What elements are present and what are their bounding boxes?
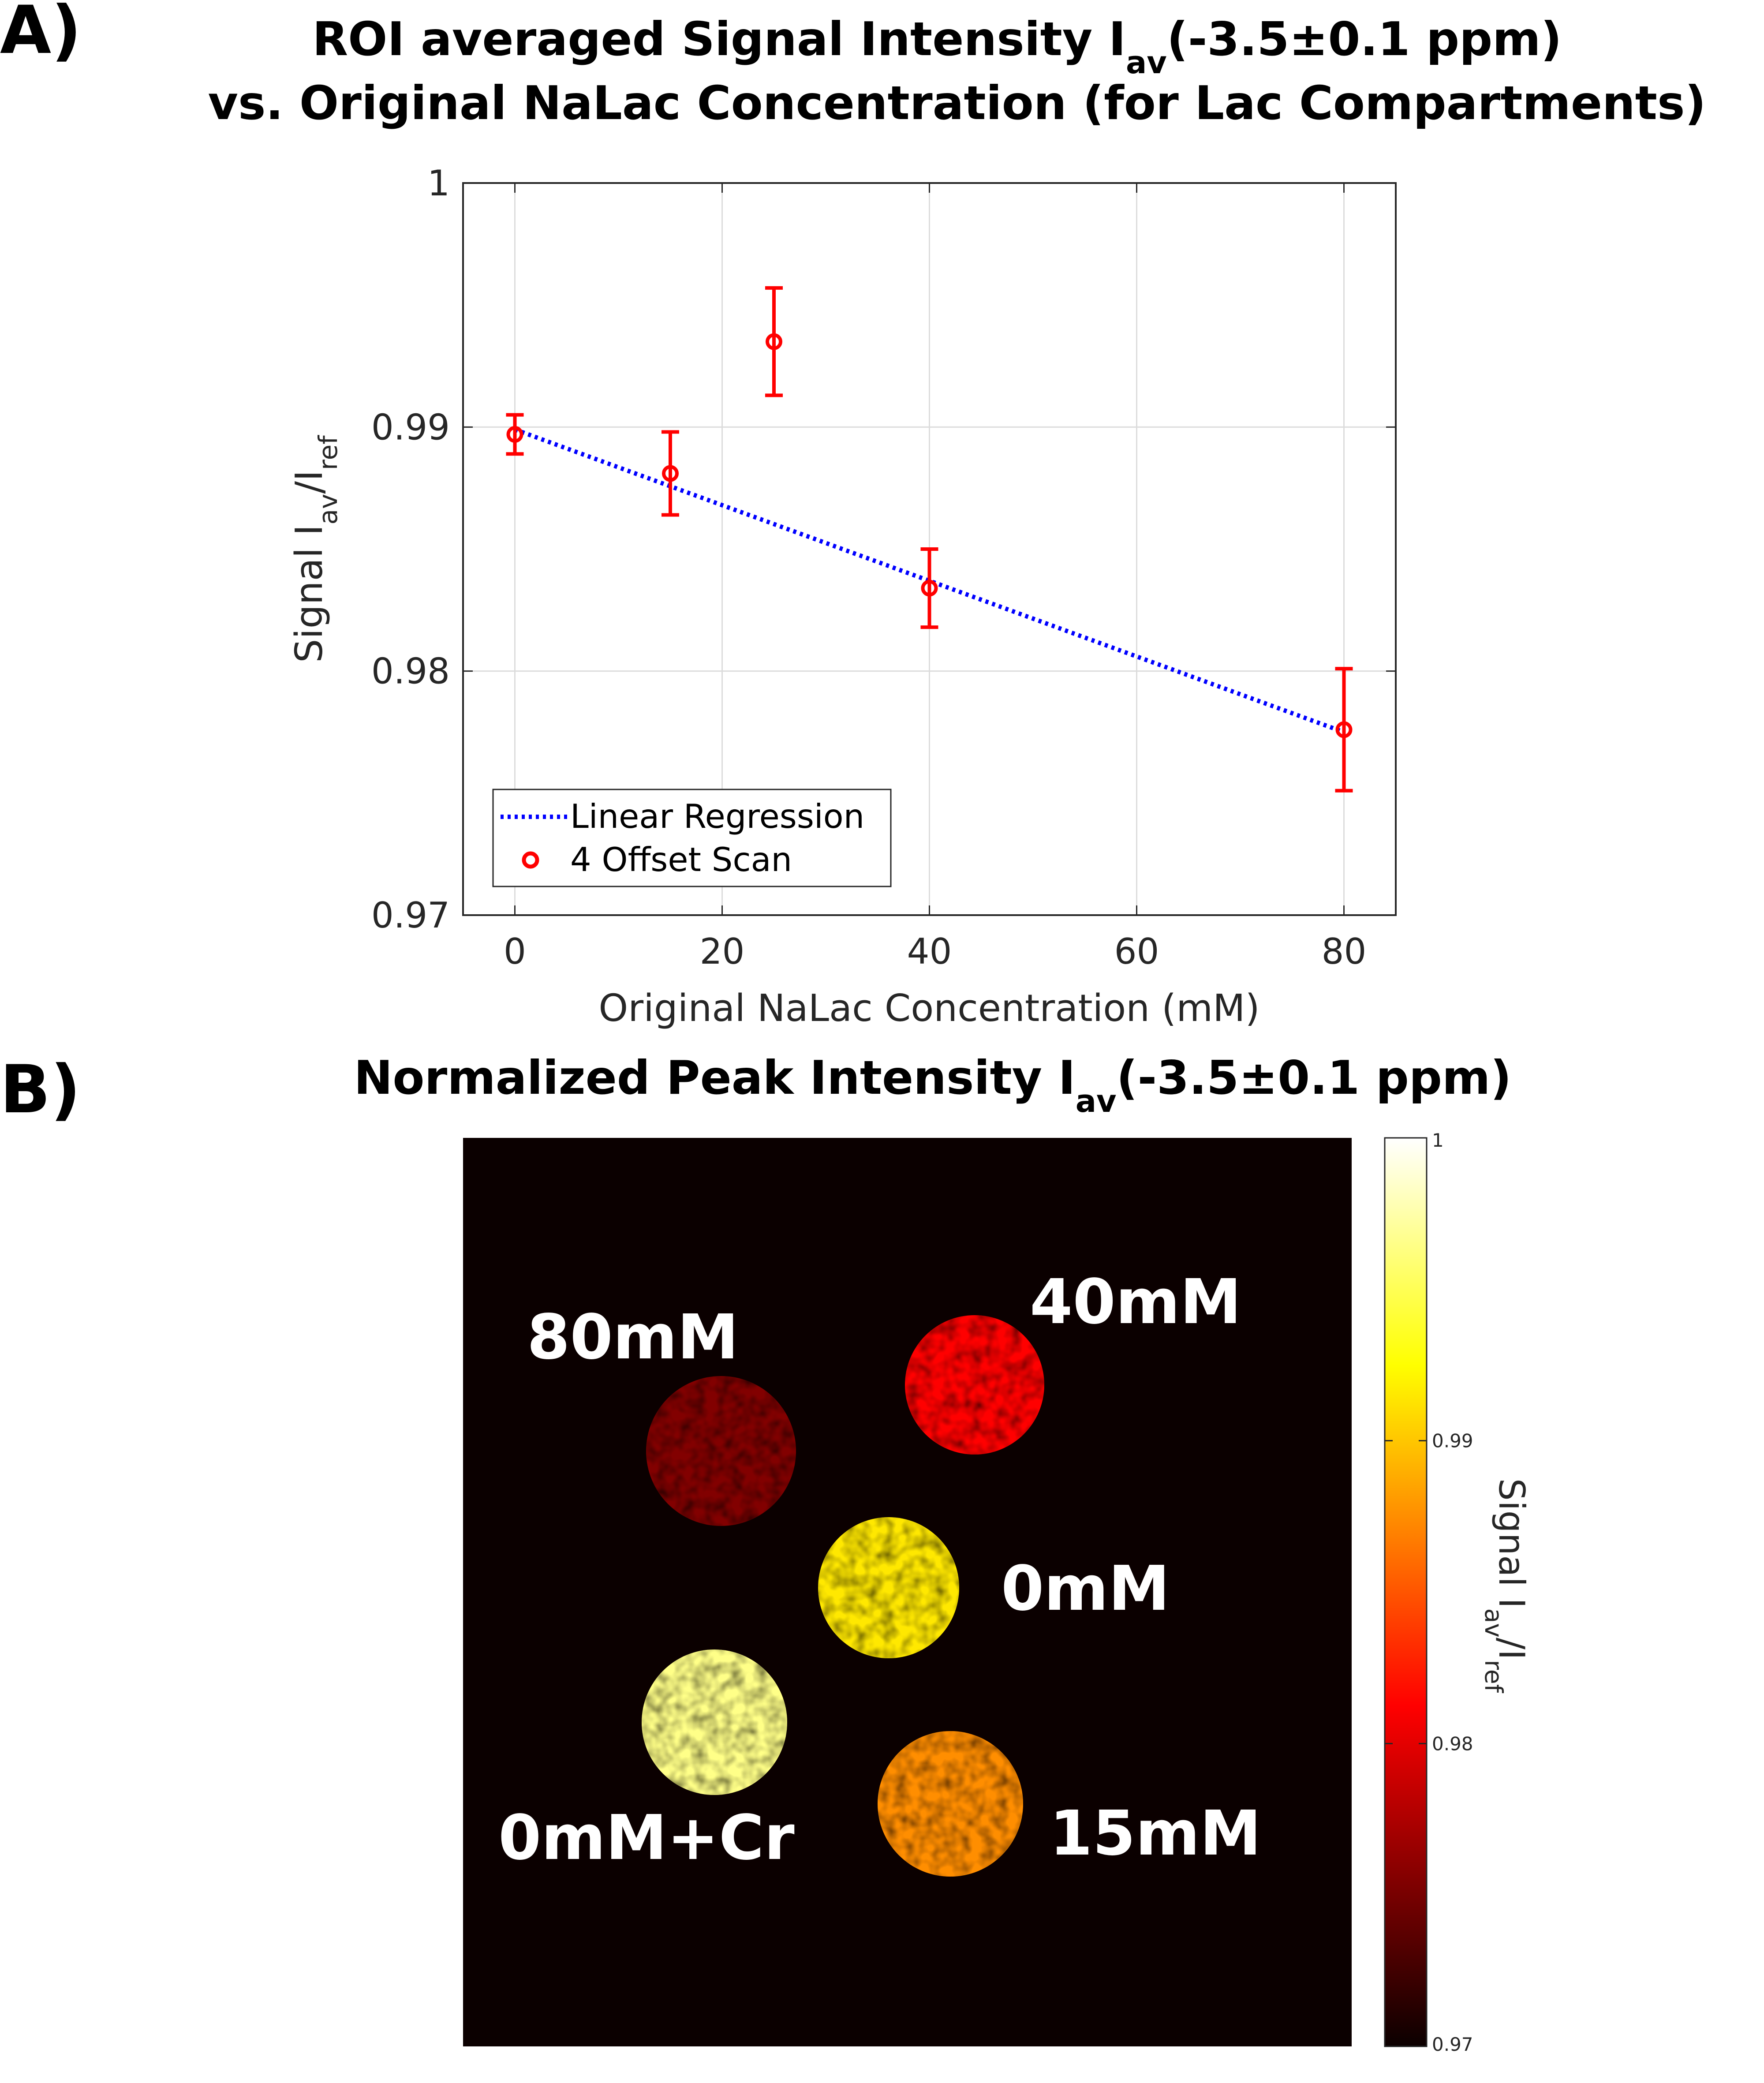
colorbar-tick-label: 0.97 xyxy=(1432,2034,1473,2055)
x-axis-label: Original NaLac Concentration (mM) xyxy=(598,987,1259,1030)
data-point xyxy=(920,547,938,629)
compartment-4 xyxy=(878,1731,1023,1877)
panel-a-title-line1: ROI averaged Signal Intensity Iav(-3.5±0… xyxy=(312,12,1562,81)
y-tick-labels: 0.97 0.98 0.99 1 xyxy=(371,163,450,936)
compartment-3 xyxy=(642,1649,787,1795)
colorbar-ticks: 1 0.99 0.98 0.97 xyxy=(1385,1129,1473,2055)
compartment-label-3: 0mM+Cr xyxy=(498,1802,795,1874)
x-tick-label: 20 xyxy=(700,931,745,972)
data-marker xyxy=(662,465,679,482)
y-tick-label: 0.98 xyxy=(371,651,450,692)
y-tick-label: 0.97 xyxy=(371,895,450,936)
x-tick-label: 60 xyxy=(1114,931,1159,972)
regression-line-segment xyxy=(514,427,1345,734)
colorbar: 1 0.99 0.98 0.97 Signal Iav/Iref xyxy=(1384,1129,1532,2055)
legend-marker-swatch xyxy=(522,851,539,869)
legend-entry-regression: Linear Regression xyxy=(570,797,864,836)
compartment-label-0: 80mM xyxy=(527,1301,739,1373)
data-point xyxy=(662,430,679,517)
data-marker xyxy=(921,580,938,597)
colorbar-tick-label: 1 xyxy=(1432,1129,1444,1151)
legend-entry-scan: 4 Offset Scan xyxy=(570,840,792,879)
colorbar-tick-label: 0.99 xyxy=(1432,1430,1473,1452)
x-tick-label: 40 xyxy=(907,931,952,972)
data-marker xyxy=(766,333,782,350)
compartment-2 xyxy=(818,1517,959,1658)
legend-box xyxy=(492,789,892,887)
y-tick-label: 0.99 xyxy=(371,407,450,448)
data-points xyxy=(506,286,1353,793)
x-tick-label: 0 xyxy=(504,931,526,972)
colorbar-gradient xyxy=(1384,1137,1428,2047)
scatter-plot: 0 20 40 60 80 0.97 0.98 0.99 1 Original NaLac C… xyxy=(288,163,1397,1030)
intensity-map: 80mM 40mM 0mM 0mM+Cr 15mM xyxy=(463,1138,1352,2046)
compartment-label-1: 40mM xyxy=(1030,1266,1241,1338)
y-axis-label: Signal Iav/Iref xyxy=(288,435,343,663)
panel-a-label: A) xyxy=(0,0,82,69)
x-tick-labels: 0 20 40 60 80 xyxy=(504,931,1366,972)
colorbar-label: Signal Iav/Iref xyxy=(1480,1478,1532,1694)
legend: Linear Regression 4 Offset Scan xyxy=(492,789,892,887)
colorbar-tick-label: 0.98 xyxy=(1432,1733,1473,1754)
data-point xyxy=(1335,667,1353,793)
data-marker xyxy=(506,426,523,443)
compartment-label-2: 0mM xyxy=(1001,1553,1170,1625)
data-point xyxy=(765,286,783,397)
data-point xyxy=(506,413,524,456)
compartments xyxy=(642,1315,1044,1877)
compartment-labels: 80mM 40mM 0mM 0mM+Cr 15mM xyxy=(498,1266,1261,1874)
compartment-0 xyxy=(646,1376,796,1526)
compartment-label-4: 15mM xyxy=(1050,1798,1261,1870)
x-tick-label: 80 xyxy=(1322,931,1367,972)
panel-a-title-line2: vs. Original NaLac Concentration (for La… xyxy=(208,76,1706,130)
plot-frame xyxy=(462,182,1397,916)
y-tick-label: 1 xyxy=(427,163,450,204)
regression-line xyxy=(514,427,1345,734)
compartment-1 xyxy=(905,1315,1044,1455)
panel-b-title: Normalized Peak Intensity Iav(-3.5±0.1 p… xyxy=(354,1051,1512,1119)
panel-b-label: B) xyxy=(0,1051,81,1128)
data-marker xyxy=(1335,721,1353,738)
